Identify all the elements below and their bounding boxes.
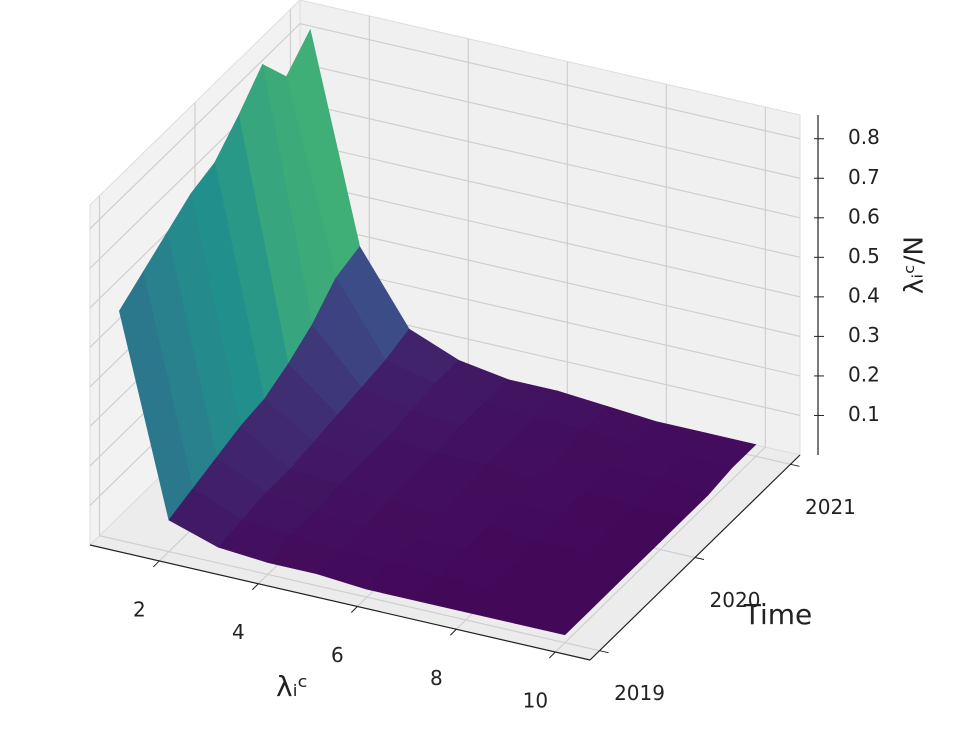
z-tick-label: 0.1 bbox=[848, 402, 880, 426]
grid-line bbox=[89, 23, 301, 230]
x-tick bbox=[350, 606, 358, 613]
z-tick-label: 0.4 bbox=[848, 283, 880, 307]
y-tick-label: 2019 bbox=[614, 681, 665, 705]
grid-line bbox=[299, 102, 801, 219]
y-tick bbox=[790, 463, 800, 467]
x-tick bbox=[152, 560, 160, 568]
y-tick bbox=[599, 650, 609, 654]
x-tick-label: 10 bbox=[523, 689, 548, 713]
y-tick-label: 2020 bbox=[710, 588, 761, 612]
y-tick-label: 2021 bbox=[805, 495, 856, 519]
z-tick-label: 0.3 bbox=[848, 323, 880, 347]
x-tick-label: 2 bbox=[133, 597, 146, 621]
x-tick-label: 6 bbox=[331, 643, 344, 667]
x-tick bbox=[548, 651, 556, 659]
grid-line bbox=[299, 181, 801, 298]
x-tick bbox=[449, 628, 457, 636]
z-tick-label: 0.2 bbox=[848, 362, 880, 386]
z-tick-label: 0.5 bbox=[848, 244, 880, 268]
z-tick-label: 0.7 bbox=[848, 165, 880, 189]
x-axis-label: λᵢᶜ bbox=[276, 670, 308, 703]
grid-line bbox=[299, 220, 801, 337]
y-tick bbox=[694, 557, 705, 560]
grid-line bbox=[299, 260, 801, 377]
axis-line bbox=[89, 544, 591, 661]
z-tick-label: 0.6 bbox=[848, 204, 880, 228]
x-tick-label: 4 bbox=[232, 620, 245, 644]
grid-line bbox=[299, 62, 801, 179]
grid-line bbox=[299, 141, 801, 258]
z-axis-label: λᵢᶜ/N bbox=[900, 236, 930, 294]
surface-patch bbox=[514, 599, 590, 636]
grid-line bbox=[99, 535, 600, 652]
y-axis-label: Time bbox=[743, 598, 813, 631]
x-tick-label: 8 bbox=[430, 666, 443, 690]
grid-line bbox=[299, 23, 801, 140]
x-tick bbox=[251, 583, 259, 591]
z-tick-label: 0.8 bbox=[848, 125, 880, 149]
